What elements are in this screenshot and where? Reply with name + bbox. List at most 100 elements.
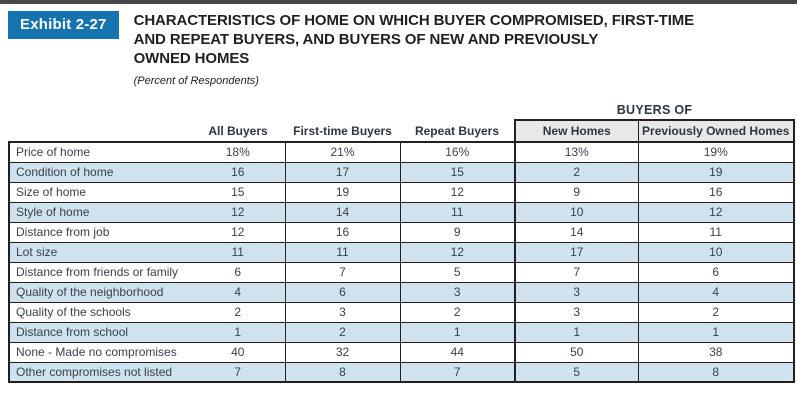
group-header-row: BUYERS OF bbox=[9, 100, 794, 120]
cell-first-time-buyers: 16 bbox=[285, 222, 401, 243]
row-label: Price of home bbox=[8, 142, 191, 163]
cell-previously-owned-homes: 19 bbox=[638, 162, 795, 183]
cell-previously-owned-homes: 1 bbox=[638, 322, 795, 343]
row-label: Size of home bbox=[8, 182, 191, 203]
cell-new-homes: 1 bbox=[515, 322, 639, 343]
title-line-3: OWNED HOMES bbox=[133, 50, 250, 67]
cell-all-buyers: 2 bbox=[191, 302, 286, 323]
table-row-other-compromises-not-listed: Other compromises not listed 7 8 7 5 8 bbox=[8, 362, 795, 383]
cell-all-buyers: 7 bbox=[191, 362, 286, 383]
cell-repeat-buyers: 15 bbox=[400, 162, 516, 183]
table-row-price-of-home: Price of home 18% 21% 16% 13% 19% bbox=[8, 142, 795, 163]
table-row-distance-from-friends-or-family: Distance from friends or family 6 7 5 7 … bbox=[8, 262, 795, 283]
exhibit-header: Exhibit 2-27 CHARACTERISTICS OF HOME ON … bbox=[0, 4, 797, 87]
cell-all-buyers: 18% bbox=[191, 142, 286, 163]
cell-repeat-buyers: 2 bbox=[400, 302, 516, 323]
row-label: Distance from school bbox=[8, 322, 191, 343]
table-row-none-made-no-compromises: None - Made no compromises 40 32 44 50 3… bbox=[8, 342, 795, 363]
table-row-quality-of-the-schools: Quality of the schools 2 3 2 3 2 bbox=[8, 302, 795, 323]
cell-new-homes: 5 bbox=[515, 362, 639, 383]
cell-all-buyers: 12 bbox=[191, 202, 286, 223]
cell-previously-owned-homes: 16 bbox=[638, 182, 795, 203]
column-header-repeat-buyers: Repeat Buyers bbox=[400, 120, 515, 143]
cell-new-homes: 13% bbox=[515, 142, 639, 163]
cell-first-time-buyers: 21% bbox=[285, 142, 401, 163]
exhibit-badge: Exhibit 2-27 bbox=[8, 11, 119, 39]
title-block: CHARACTERISTICS OF HOME ON WHICH BUYER C… bbox=[133, 11, 695, 87]
cell-first-time-buyers: 3 bbox=[285, 302, 401, 323]
group-header-buyers-of: BUYERS OF bbox=[616, 103, 693, 117]
cell-all-buyers: 1 bbox=[191, 322, 286, 343]
cell-first-time-buyers: 8 bbox=[285, 362, 401, 383]
row-label: Quality of the schools bbox=[8, 302, 191, 323]
cell-all-buyers: 15 bbox=[191, 182, 286, 203]
cell-all-buyers: 6 bbox=[191, 262, 286, 283]
cell-repeat-buyers: 16% bbox=[400, 142, 516, 163]
group-header-spacer bbox=[9, 100, 515, 120]
cell-all-buyers: 16 bbox=[191, 162, 286, 183]
cell-repeat-buyers: 1 bbox=[400, 322, 516, 343]
table-row-distance-from-job: Distance from job 12 16 9 14 11 bbox=[8, 222, 795, 243]
cell-first-time-buyers: 7 bbox=[285, 262, 401, 283]
cell-repeat-buyers: 3 bbox=[400, 282, 516, 303]
cell-previously-owned-homes: 8 bbox=[638, 362, 795, 383]
table-row-condition-of-home: Condition of home 16 17 15 2 19 bbox=[8, 162, 795, 183]
cell-new-homes: 9 bbox=[515, 182, 639, 203]
row-label: Distance from friends or family bbox=[8, 262, 191, 283]
cell-first-time-buyers: 6 bbox=[285, 282, 401, 303]
cell-previously-owned-homes: 11 bbox=[638, 222, 795, 243]
cell-repeat-buyers: 44 bbox=[400, 342, 516, 363]
cell-first-time-buyers: 19 bbox=[285, 182, 401, 203]
cell-repeat-buyers: 12 bbox=[400, 242, 516, 263]
row-label: Quality of the neighborhood bbox=[8, 282, 191, 303]
cell-repeat-buyers: 5 bbox=[400, 262, 516, 283]
data-table-container: BUYERS OF All Buyers First-time Buyers R… bbox=[8, 100, 795, 383]
cell-previously-owned-homes: 38 bbox=[638, 342, 795, 363]
cell-first-time-buyers: 11 bbox=[285, 242, 401, 263]
title-line-2: AND REPEAT BUYERS, AND BUYERS OF NEW AND… bbox=[133, 31, 599, 48]
cell-previously-owned-homes: 2 bbox=[638, 302, 795, 323]
cell-new-homes: 50 bbox=[515, 342, 639, 363]
row-label: Condition of home bbox=[8, 162, 191, 183]
cell-all-buyers: 4 bbox=[191, 282, 286, 303]
cell-all-buyers: 11 bbox=[191, 242, 286, 263]
cell-first-time-buyers: 2 bbox=[285, 322, 401, 343]
table-row-size-of-home: Size of home 15 19 12 9 16 bbox=[8, 182, 795, 203]
row-label: Distance from job bbox=[8, 222, 191, 243]
cell-repeat-buyers: 7 bbox=[400, 362, 516, 383]
column-header-all-buyers: All Buyers bbox=[191, 120, 285, 143]
cell-first-time-buyers: 17 bbox=[285, 162, 401, 183]
table-row-quality-of-the-neighborhood: Quality of the neighborhood 4 6 3 3 4 bbox=[8, 282, 795, 303]
cell-new-homes: 7 bbox=[515, 262, 639, 283]
cell-new-homes: 3 bbox=[515, 282, 639, 303]
cell-repeat-buyers: 9 bbox=[400, 222, 516, 243]
cell-previously-owned-homes: 19% bbox=[638, 142, 795, 163]
cell-previously-owned-homes: 12 bbox=[638, 202, 795, 223]
cell-new-homes: 3 bbox=[515, 302, 639, 323]
column-header-new-homes: New Homes bbox=[514, 119, 639, 143]
compromise-table: BUYERS OF All Buyers First-time Buyers R… bbox=[8, 100, 795, 383]
cell-all-buyers: 12 bbox=[191, 222, 286, 243]
column-header-blank bbox=[9, 120, 191, 143]
table-row-distance-from-school: Distance from school 1 2 1 1 1 bbox=[8, 322, 795, 343]
row-label: Other compromises not listed bbox=[8, 362, 191, 383]
page-top-rule bbox=[0, 0, 797, 4]
column-header-previously-owned-homes: Previously Owned Homes bbox=[638, 119, 795, 143]
column-header-first-time-buyers: First-time Buyers bbox=[285, 120, 400, 143]
cell-new-homes: 17 bbox=[515, 242, 639, 263]
cell-previously-owned-homes: 10 bbox=[638, 242, 795, 263]
row-label: Style of home bbox=[8, 202, 191, 223]
cell-first-time-buyers: 32 bbox=[285, 342, 401, 363]
cell-previously-owned-homes: 6 bbox=[638, 262, 795, 283]
table-row-lot-size: Lot size 11 11 12 17 10 bbox=[8, 242, 795, 263]
cell-all-buyers: 40 bbox=[191, 342, 286, 363]
cell-first-time-buyers: 14 bbox=[285, 202, 401, 223]
table-row-style-of-home: Style of home 12 14 11 10 12 bbox=[8, 202, 795, 223]
cell-new-homes: 10 bbox=[515, 202, 639, 223]
column-header-row: All Buyers First-time Buyers Repeat Buye… bbox=[9, 119, 795, 143]
row-label: None - Made no compromises bbox=[8, 342, 191, 363]
cell-repeat-buyers: 11 bbox=[400, 202, 516, 223]
cell-new-homes: 2 bbox=[515, 162, 639, 183]
row-label: Lot size bbox=[8, 242, 191, 263]
cell-new-homes: 14 bbox=[515, 222, 639, 243]
